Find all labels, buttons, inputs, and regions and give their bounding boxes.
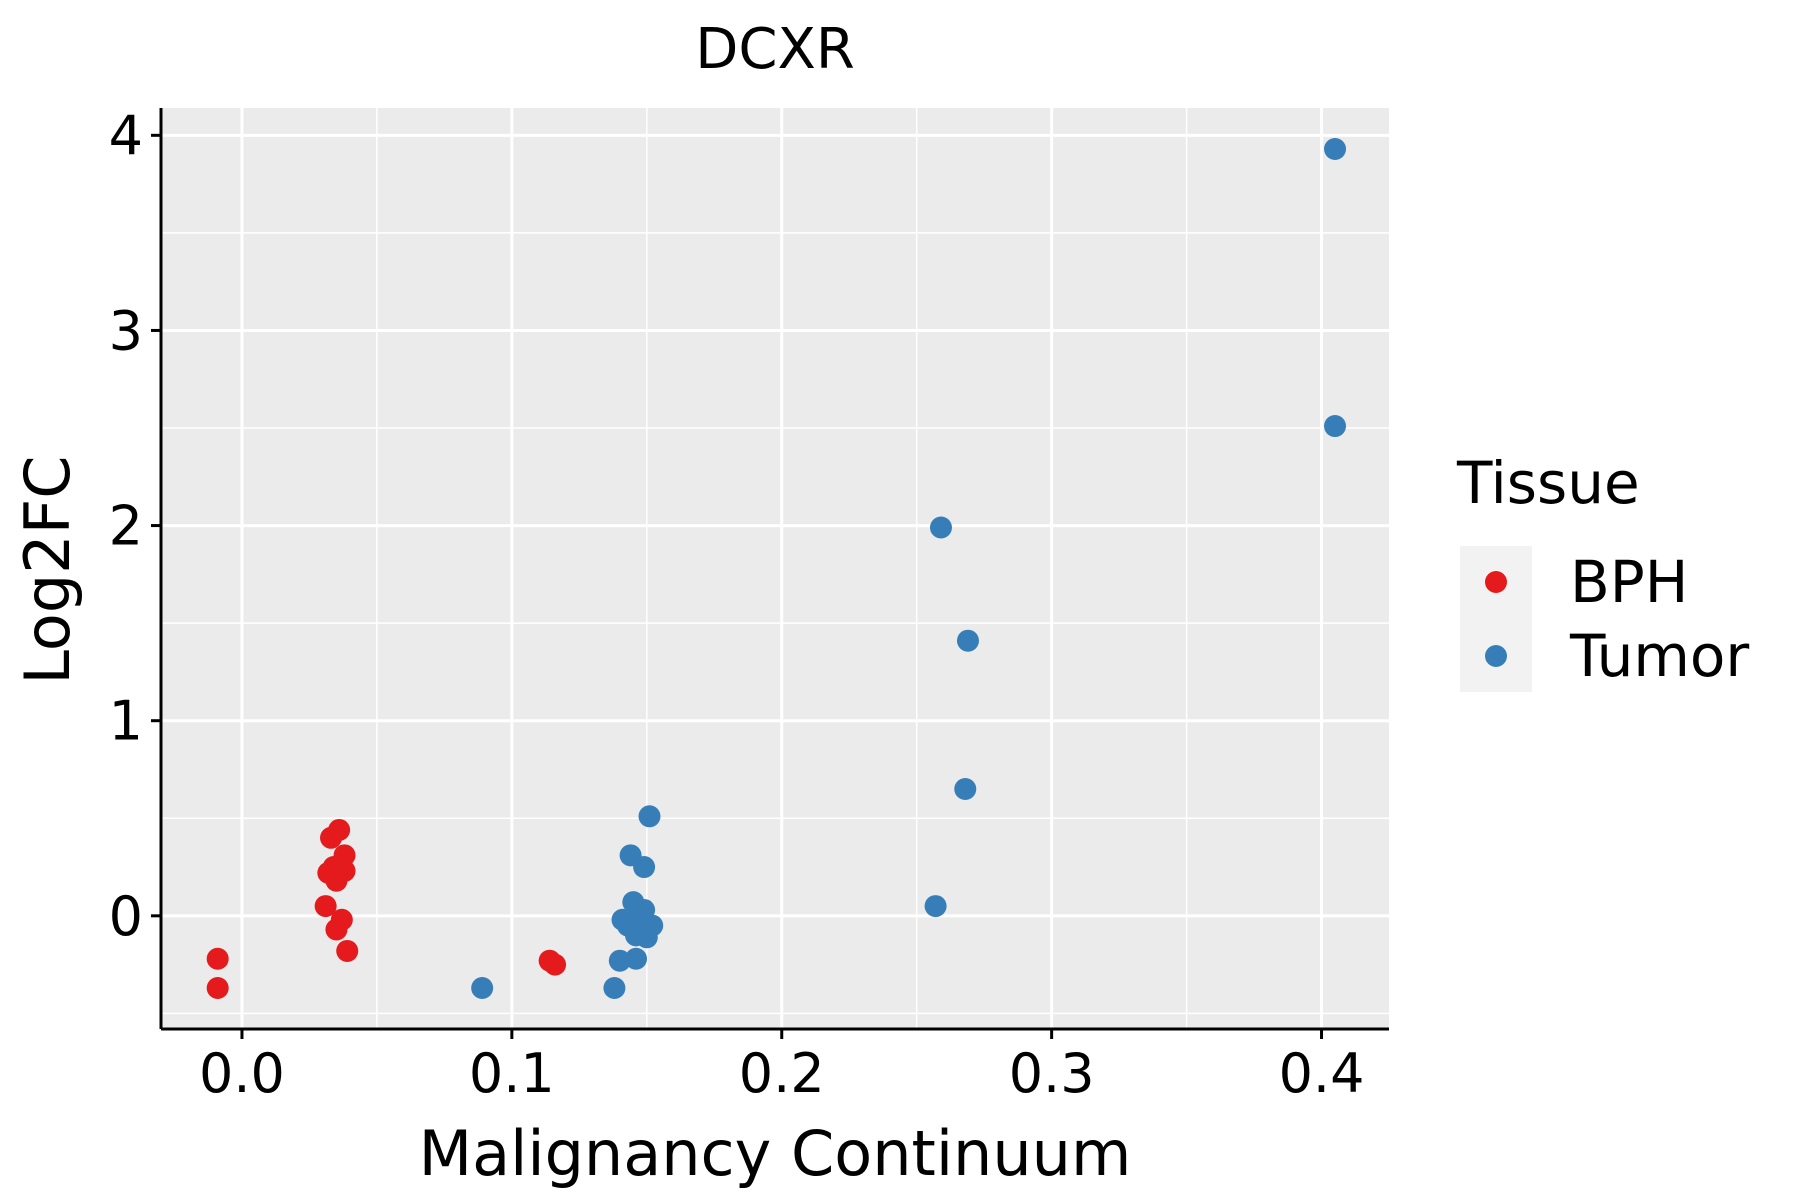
legend-title: Tissue (1456, 449, 1640, 517)
y-tick-label: 3 (109, 299, 143, 362)
data-point-tumor (638, 805, 661, 828)
data-point-tumor (633, 856, 656, 879)
legend-key-bph (1485, 571, 1507, 593)
data-points (206, 137, 1347, 1000)
data-point-tumor (954, 777, 977, 800)
data-point-tumor (1324, 415, 1347, 438)
minor-gridlines (161, 108, 1389, 1029)
data-point-tumor (929, 516, 952, 539)
data-point-bph (328, 818, 351, 841)
data-point-bph (336, 939, 359, 962)
data-point-bph (333, 844, 356, 867)
y-tick-label: 0 (109, 885, 143, 948)
x-tick-label: 0.3 (1009, 1042, 1095, 1105)
data-point-bph (206, 947, 229, 970)
data-point-bph (333, 859, 356, 882)
x-axis-ticks: 0.0 0.1 0.2 0.3 0.4 (199, 1029, 1364, 1105)
y-tick-label: 1 (109, 690, 143, 753)
x-axis-label: Malignancy Continuum (419, 1117, 1132, 1190)
data-point-tumor (956, 629, 979, 652)
y-axis-label: Log2FC (11, 455, 84, 684)
data-point-bph (206, 977, 229, 1000)
x-tick-label: 0.1 (469, 1042, 555, 1105)
plot-panel (161, 108, 1389, 1029)
data-point-tumor (471, 977, 494, 1000)
x-tick-label: 0.0 (199, 1042, 285, 1105)
x-tick-label: 0.2 (739, 1042, 825, 1105)
data-point-tumor (625, 947, 648, 970)
chart-title: DCXR (695, 17, 855, 82)
data-point-tumor (924, 895, 947, 918)
data-point-bph (330, 908, 353, 931)
x-tick-label: 0.4 (1279, 1042, 1365, 1105)
data-point-tumor (603, 977, 626, 1000)
y-axis-ticks: 0 1 2 3 4 (109, 104, 161, 948)
major-gridlines (161, 108, 1389, 1029)
data-point-bph (544, 953, 567, 976)
data-point-bph (314, 895, 337, 918)
data-point-tumor (641, 914, 664, 937)
y-tick-label: 4 (109, 104, 143, 167)
legend-key-tumor (1485, 645, 1507, 667)
legend-label-bph: BPH (1570, 548, 1688, 616)
legend-key-background (1460, 546, 1532, 692)
legend-label-tumor: Tumor (1569, 622, 1749, 690)
y-tick-label: 2 (109, 495, 143, 558)
data-point-tumor (608, 949, 631, 972)
data-point-tumor (1324, 137, 1347, 160)
